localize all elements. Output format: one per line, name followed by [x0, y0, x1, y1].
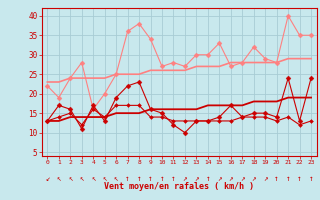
Text: ↑: ↑ — [274, 174, 279, 183]
Text: ↗: ↗ — [217, 174, 222, 183]
Text: ↑: ↑ — [137, 174, 141, 183]
Text: ↗: ↗ — [240, 174, 244, 183]
Text: ↑: ↑ — [160, 174, 164, 183]
Text: ↗: ↗ — [252, 174, 256, 183]
Text: ↑: ↑ — [125, 174, 130, 183]
Text: ↗: ↗ — [194, 174, 199, 183]
Text: ↗: ↗ — [263, 174, 268, 183]
Text: ↑: ↑ — [148, 174, 153, 183]
Text: ↗: ↗ — [183, 174, 187, 183]
Text: ↖: ↖ — [102, 174, 107, 183]
Text: ↖: ↖ — [91, 174, 95, 183]
Text: ↑: ↑ — [297, 174, 302, 183]
Text: ↖: ↖ — [114, 174, 118, 183]
Text: ↑: ↑ — [205, 174, 210, 183]
Text: ↑: ↑ — [171, 174, 176, 183]
Text: ↖: ↖ — [79, 174, 84, 183]
Text: ↙: ↙ — [45, 174, 50, 183]
X-axis label: Vent moyen/en rafales ( km/h ): Vent moyen/en rafales ( km/h ) — [104, 182, 254, 191]
Text: ↖: ↖ — [57, 174, 61, 183]
Text: ↗: ↗ — [228, 174, 233, 183]
Text: ↑: ↑ — [286, 174, 291, 183]
Text: ↖: ↖ — [68, 174, 73, 183]
Text: ↑: ↑ — [309, 174, 313, 183]
